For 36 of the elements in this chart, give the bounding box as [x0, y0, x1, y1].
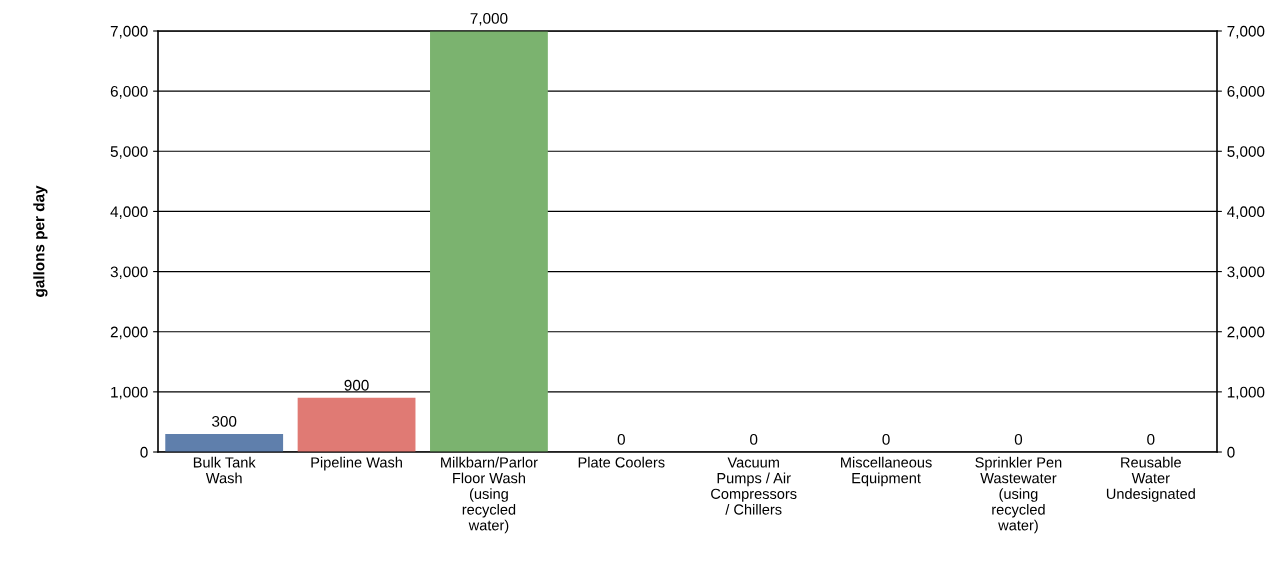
bar [430, 31, 548, 452]
y-axis-title: gallons per day [33, 185, 48, 297]
x-tick-label: Sprinkler Pen Wastewater (using recycled water) [975, 456, 1062, 534]
x-tick-label: Pipeline Wash [311, 456, 402, 471]
y2-tick-label: 0 [1227, 446, 1235, 458]
y2-tick-label: 3,000 [1227, 266, 1265, 280]
x-tick-label: Bulk Tank Wash [193, 456, 256, 484]
bar [297, 397, 416, 452]
y2-tick-label: 2,000 [1227, 326, 1265, 340]
x-tick-label: Milkbarn/Parlor Floor Wash (using recycled water) [441, 456, 538, 534]
data-label: 7,000 [470, 13, 508, 26]
data-label: 0 [750, 434, 758, 445]
y-tick-label: 2,000 [110, 326, 148, 340]
data-label: 300 [212, 415, 237, 427]
data-label: 0 [617, 434, 625, 445]
y-tick-label: 3,000 [110, 266, 148, 280]
y2-tick-label: 5,000 [1227, 146, 1265, 159]
y-tick-label: 1,000 [111, 386, 148, 400]
x-tick-label: Vacuum Pumps / Air Compressors / Chillers [711, 457, 797, 515]
x-tick-label: Plate Coolers [578, 456, 665, 468]
data-label: 900 [344, 379, 369, 391]
y2-tick-label: 6,000 [1227, 86, 1265, 99]
y2-tick-label: 4,000 [1227, 206, 1265, 219]
x-tick-label: Reusable Water Undesignated [1106, 456, 1195, 502]
y-tick-label: 0 [140, 446, 148, 458]
data-label: 0 [882, 434, 890, 445]
y2-tick-label: 1,000 [1227, 386, 1265, 400]
bar [165, 433, 284, 452]
y-tick-label: 5,000 [110, 146, 148, 159]
y-tick-label: 4,000 [110, 206, 148, 219]
data-label: 0 [1014, 434, 1023, 445]
y2-tick-label: 7,000 [1227, 25, 1265, 39]
x-tick-label: Miscellaneous Equipment [841, 456, 932, 487]
y-tick-label: 7,000 [110, 25, 148, 39]
data-label: 0 [1147, 434, 1155, 445]
y-tick-label: 6,000 [110, 86, 148, 99]
